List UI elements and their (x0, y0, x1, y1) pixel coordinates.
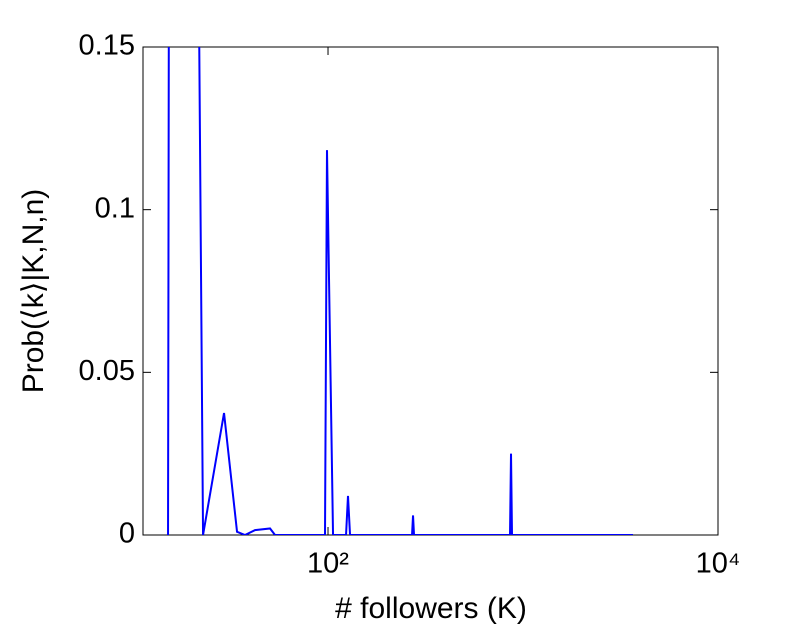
y-tick-label: 0.15 (79, 30, 135, 62)
y-tick-label: 0 (119, 518, 135, 550)
y-tick-label: 0.05 (79, 355, 135, 387)
plot-area (142, 46, 719, 536)
data-line (167, 47, 633, 535)
x-axis-label: # followers (K) (335, 592, 527, 625)
x-tick-label: 10⁴ (696, 548, 741, 580)
x-tick-label: 10² (307, 548, 349, 580)
y-tick-label: 0.1 (95, 192, 135, 224)
y-axis-label: Prob(⟨k⟩|K,N,n) (17, 189, 50, 394)
